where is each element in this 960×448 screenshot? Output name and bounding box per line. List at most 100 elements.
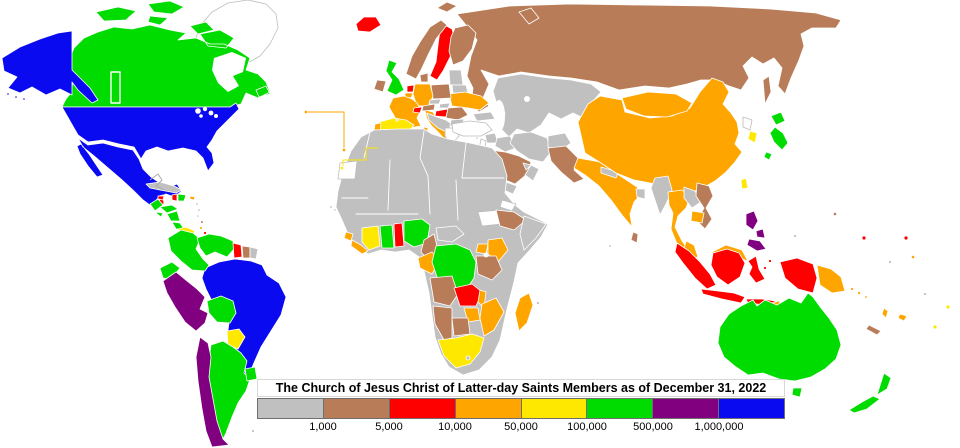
region-palau	[793, 234, 797, 238]
region-russia	[436, 1, 842, 113]
legend-title: The Church of Jesus Christ of Latter-day…	[257, 379, 785, 397]
canary-callout-line	[342, 147, 378, 166]
region-somalia	[519, 215, 547, 251]
region-cape-verde	[333, 208, 337, 212]
region-andorra	[395, 118, 399, 122]
region-cyprus	[475, 136, 479, 140]
sahara-country-borders	[341, 130, 505, 221]
region-guatemala	[149, 198, 164, 212]
region-guyana	[232, 242, 243, 259]
region-indonesia-sumatra	[674, 242, 717, 290]
region-western-sahara	[337, 160, 358, 180]
region-myanmar	[650, 175, 673, 216]
region-haiti	[171, 193, 178, 202]
legend-segment	[718, 399, 784, 418]
region-united-kingdom	[385, 59, 405, 96]
region-indonesia-west-papua	[779, 257, 818, 294]
region-cambodia	[690, 210, 705, 224]
region-solomon-islands	[857, 291, 861, 295]
legend-boundary-label: 1,000,000	[694, 421, 744, 433]
legend-boundary-label: 50,000	[504, 421, 538, 433]
region-mauritius	[536, 301, 540, 305]
azores-madeira-callout-line	[308, 111, 345, 148]
legend-segment	[388, 399, 455, 418]
legend-boundary-label: 10,000	[438, 421, 472, 433]
region-chile	[195, 336, 230, 448]
great-lakes	[195, 106, 218, 118]
region-falkland-islands	[251, 429, 255, 433]
region-antilles-island	[200, 220, 204, 224]
region-trinidad	[203, 231, 207, 235]
region-switzerland	[412, 106, 423, 114]
region-philippines-visayas	[755, 228, 766, 239]
region-madeira	[341, 147, 347, 153]
region-indonesia-sulawesi	[747, 255, 766, 284]
region-indonesia-moluccas	[763, 266, 767, 270]
region-central-african-republic	[435, 225, 465, 243]
region-azores	[303, 109, 309, 115]
region-india	[573, 157, 642, 228]
region-uruguay	[244, 366, 258, 382]
region-ireland	[373, 79, 387, 93]
legend-segment	[586, 399, 653, 418]
region-antilles-island	[199, 226, 203, 230]
region-kiribati	[903, 235, 909, 241]
legend-boundary-label: 100,000	[567, 421, 607, 433]
region-oman	[524, 164, 540, 182]
region-uganda	[475, 243, 489, 255]
region-usa	[61, 102, 240, 172]
region-netherlands	[406, 84, 415, 93]
region-czechia	[428, 98, 442, 105]
legend-segment	[520, 399, 587, 418]
region-new-caledonia	[865, 324, 882, 336]
region-china	[577, 77, 743, 194]
region-french-guiana	[249, 246, 259, 260]
region-uae	[522, 162, 532, 171]
region-philippines-mindanao	[746, 238, 767, 252]
region-antilles-island	[197, 208, 201, 212]
region-poland	[430, 83, 452, 100]
region-south-korea	[747, 130, 758, 144]
region-indonesia-kalimantan	[710, 248, 746, 286]
region-marshall-islands	[861, 235, 867, 241]
region-iraq	[494, 135, 517, 153]
region-norway	[405, 19, 448, 80]
region-ethiopia	[495, 209, 527, 231]
region-madagascar	[514, 292, 534, 332]
region-nauru	[888, 260, 892, 264]
region-denmark	[419, 72, 429, 83]
region-japan	[763, 111, 789, 161]
legend: The Church of Jesus Christ of Latter-day…	[257, 379, 785, 436]
aral-sea	[524, 96, 530, 102]
legend-segment	[258, 399, 323, 418]
region-niue	[923, 292, 927, 296]
region-new-zealand	[848, 372, 892, 414]
region-caucasus	[472, 111, 496, 122]
region-australia	[717, 292, 842, 382]
legend-segment	[322, 399, 389, 418]
region-north-korea	[742, 116, 753, 131]
region-austria	[421, 103, 436, 112]
region-cuba	[145, 181, 183, 194]
region-vanuatu	[881, 307, 889, 319]
region-aleutian-island	[6, 92, 10, 96]
region-south-africa	[437, 333, 485, 369]
region-tonga	[932, 324, 938, 330]
region-turkey	[451, 120, 493, 137]
caspian-sea	[493, 100, 505, 132]
region-togo-benin	[393, 222, 405, 248]
region-bolivia	[206, 295, 237, 324]
legend-segment	[454, 399, 521, 418]
legend-segment	[652, 399, 719, 418]
region-papua-new-guinea	[816, 264, 846, 294]
region-laos	[683, 186, 702, 209]
region-solomon-islands	[850, 287, 854, 291]
region-bangladesh	[635, 188, 646, 200]
region-lesotho	[465, 355, 471, 361]
region-pakistan	[547, 145, 585, 184]
legend-boundary-label: 1,000	[309, 421, 337, 433]
legend-boundary-label: 5,000	[375, 421, 403, 433]
region-tasmania	[791, 387, 803, 398]
region-antilles-island	[196, 214, 200, 218]
